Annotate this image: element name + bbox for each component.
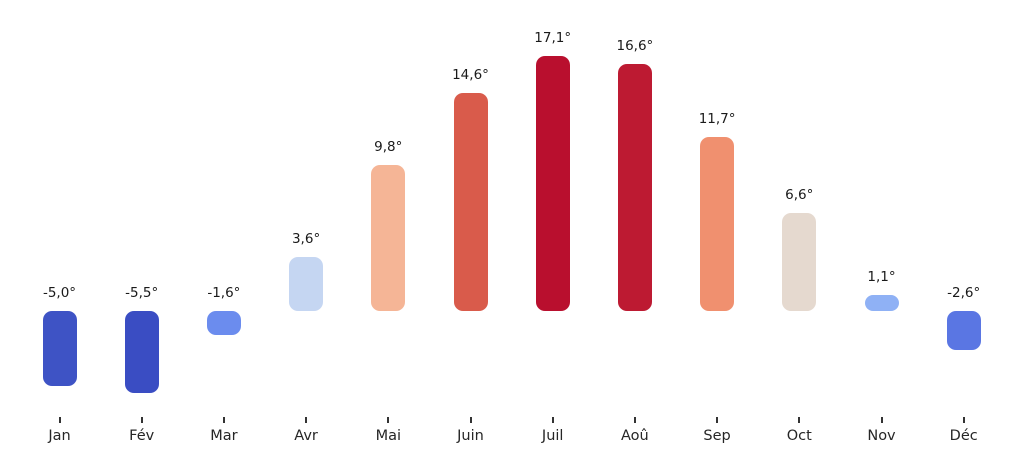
value-label: 11,7° [698, 110, 736, 127]
x-axis-label: Déc [949, 428, 978, 444]
x-axis-tick [58, 417, 61, 423]
x-axis-label: Aoû [621, 428, 649, 444]
x-axis-label: Nov [867, 428, 896, 444]
temperature-bar [535, 56, 570, 311]
value-label: 9,8° [374, 138, 403, 155]
value-label: -5,0° [42, 285, 77, 301]
x-axis-tick [222, 417, 225, 423]
x-axis-label: Mai [375, 428, 402, 444]
x-axis-label: Fév [129, 428, 155, 444]
x-axis-tick [305, 417, 308, 423]
value-label: 3,6° [291, 231, 321, 248]
temperature-bar [371, 164, 406, 311]
x-axis-label: Avr [294, 428, 318, 444]
x-axis-tick [469, 417, 472, 423]
value-label: -2,6° [947, 285, 981, 301]
x-axis-tick [880, 417, 883, 423]
x-axis-label: Jan [48, 428, 71, 444]
temperature-bar [617, 63, 652, 311]
value-label: 6,6° [785, 186, 814, 203]
temperature-bar [289, 257, 324, 311]
x-axis-label: Oct [786, 428, 812, 444]
temperature-bar [946, 311, 981, 350]
temperature-bar [700, 136, 735, 311]
x-axis-tick [716, 417, 719, 423]
temperature-bar [453, 93, 488, 311]
x-axis-tick [633, 417, 636, 423]
value-label: 14,6° [452, 67, 489, 84]
x-axis-label: Sep [703, 428, 731, 444]
temperature-bar [864, 294, 899, 311]
x-axis-tick [387, 417, 390, 423]
temperature-bar [124, 311, 159, 393]
x-axis-tick [798, 417, 801, 423]
value-label: 17,1° [534, 30, 572, 47]
value-label: 16,6° [616, 37, 654, 54]
x-axis-label: Juin [457, 428, 484, 444]
value-label: -1,6° [207, 285, 241, 301]
temperature-bar [782, 212, 817, 311]
x-axis-tick [962, 417, 965, 423]
x-axis-tick [140, 417, 143, 423]
x-axis-label: Juil [541, 428, 564, 444]
temperature-bar [42, 311, 77, 386]
value-label: -5,5° [125, 285, 159, 301]
x-axis-tick [551, 417, 554, 423]
temperature-bar [206, 311, 241, 335]
value-label: 1,1° [867, 268, 896, 285]
x-axis-label: Mar [210, 428, 238, 444]
